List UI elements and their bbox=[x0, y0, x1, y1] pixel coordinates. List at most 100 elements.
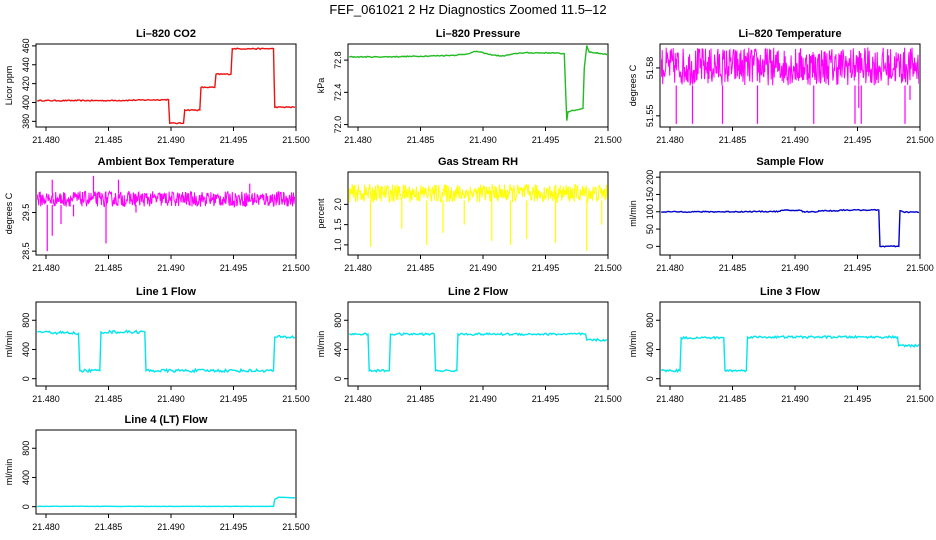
data-series-line bbox=[37, 47, 295, 125]
plot-frame bbox=[347, 301, 609, 387]
x-tick-label: 21.500 bbox=[282, 522, 310, 532]
x-tick-label: 21.485 bbox=[95, 394, 123, 404]
data-band bbox=[661, 47, 919, 86]
x-tick-label: 21.495 bbox=[532, 263, 560, 273]
panel-title: Li–820 CO2 bbox=[136, 28, 196, 40]
x-tick-label: 21.500 bbox=[906, 263, 934, 273]
plot-frame bbox=[35, 171, 297, 256]
y-tick-label: 2.0 bbox=[333, 198, 343, 211]
x-tick-label: 21.495 bbox=[844, 394, 872, 404]
x-tick-label: 21.480 bbox=[344, 263, 372, 273]
x-tick-label: 21.490 bbox=[781, 394, 809, 404]
figure-title: FEF_061021 2 Hz Diagnostics Zoomed 11.5–… bbox=[329, 2, 607, 17]
plot-frame bbox=[35, 301, 297, 387]
panel-title: Sample Flow bbox=[756, 156, 824, 168]
x-tick-label: 21.480 bbox=[344, 394, 372, 404]
x-tick-label: 21.495 bbox=[220, 135, 248, 145]
y-tick-label: 29.5 bbox=[21, 204, 31, 222]
y-axis-label: degrees C bbox=[628, 64, 638, 106]
x-tick-label: 21.485 bbox=[407, 394, 435, 404]
plot-frame bbox=[347, 171, 609, 256]
x-tick-label: 21.500 bbox=[282, 263, 310, 273]
plot-frame bbox=[659, 171, 921, 256]
y-tick-label: 51.58 bbox=[645, 57, 655, 80]
x-tick-label: 21.480 bbox=[656, 135, 684, 145]
y-tick-label: 200 bbox=[645, 170, 655, 185]
y-tick-label: 460 bbox=[21, 38, 31, 53]
y-tick-label: 1.0 bbox=[333, 239, 343, 252]
y-axis-label: ml/min bbox=[4, 459, 14, 486]
y-axis-label: ml/min bbox=[628, 200, 638, 227]
x-tick-label: 21.490 bbox=[157, 135, 185, 145]
y-tick-label: 380 bbox=[21, 114, 31, 129]
y-tick-label: 51.55 bbox=[645, 105, 655, 128]
y-tick-label: 0 bbox=[645, 244, 655, 249]
data-series-line bbox=[661, 208, 919, 248]
y-tick-label: 800 bbox=[645, 313, 655, 328]
panel-title: Line 2 Flow bbox=[448, 286, 508, 298]
y-axis-label: ml/min bbox=[4, 331, 14, 358]
y-tick-label: 50 bbox=[645, 224, 655, 234]
plot-frame bbox=[659, 301, 921, 387]
x-tick-label: 21.480 bbox=[344, 135, 372, 145]
y-tick-label: 0 bbox=[21, 504, 31, 509]
x-tick-label: 21.490 bbox=[157, 522, 185, 532]
data-series-line bbox=[661, 334, 919, 374]
x-tick-label: 21.485 bbox=[719, 394, 747, 404]
x-tick-label: 21.480 bbox=[656, 394, 684, 404]
x-tick-label: 21.500 bbox=[594, 135, 622, 145]
y-axis-label: kPa bbox=[316, 78, 326, 94]
x-tick-label: 21.490 bbox=[469, 135, 497, 145]
y-tick-label: 400 bbox=[21, 470, 31, 485]
y-axis-label: ml/min bbox=[628, 331, 638, 358]
x-tick-label: 21.500 bbox=[282, 135, 310, 145]
x-tick-label: 21.485 bbox=[407, 263, 435, 273]
y-tick-label: 800 bbox=[333, 313, 343, 328]
x-tick-label: 21.485 bbox=[95, 135, 123, 145]
data-band bbox=[349, 183, 607, 204]
y-tick-label: 400 bbox=[333, 342, 343, 357]
x-tick-label: 21.490 bbox=[157, 263, 185, 273]
panel-title: Gas Stream RH bbox=[438, 156, 518, 168]
y-tick-label: 72.8 bbox=[333, 51, 343, 69]
y-tick-label: 440 bbox=[21, 57, 31, 72]
y-tick-label: 150 bbox=[645, 187, 655, 202]
x-tick-label: 21.490 bbox=[469, 263, 497, 273]
data-series-line bbox=[349, 331, 607, 373]
y-tick-label: 72.0 bbox=[333, 116, 343, 134]
panel-title: Line 1 Flow bbox=[136, 286, 196, 298]
x-tick-label: 21.495 bbox=[532, 394, 560, 404]
y-tick-label: 0 bbox=[21, 376, 31, 381]
y-axis-label: Licor ppm bbox=[4, 66, 14, 106]
x-tick-label: 21.500 bbox=[906, 394, 934, 404]
x-tick-label: 21.485 bbox=[95, 522, 123, 532]
y-axis-label: degrees C bbox=[4, 192, 14, 234]
x-tick-label: 21.500 bbox=[282, 394, 310, 404]
x-tick-label: 21.490 bbox=[781, 135, 809, 145]
y-tick-label: 400 bbox=[21, 95, 31, 110]
x-tick-label: 21.485 bbox=[719, 135, 747, 145]
x-tick-label: 21.480 bbox=[32, 263, 60, 273]
data-series-line bbox=[349, 45, 607, 121]
x-tick-label: 21.495 bbox=[220, 263, 248, 273]
y-tick-label: 800 bbox=[21, 313, 31, 328]
data-series-line bbox=[37, 329, 295, 374]
x-tick-label: 21.480 bbox=[32, 394, 60, 404]
y-axis-label: percent bbox=[316, 198, 326, 229]
y-tick-label: 1.5 bbox=[333, 218, 343, 231]
x-tick-label: 21.490 bbox=[781, 263, 809, 273]
x-tick-label: 21.480 bbox=[32, 522, 60, 532]
y-tick-label: 400 bbox=[21, 342, 31, 357]
x-tick-label: 21.495 bbox=[532, 135, 560, 145]
plot-frame bbox=[659, 43, 921, 128]
panel-title: Li–820 Temperature bbox=[738, 28, 841, 40]
y-tick-label: 420 bbox=[21, 76, 31, 91]
y-tick-label: 0 bbox=[645, 376, 655, 381]
x-tick-label: 21.500 bbox=[906, 135, 934, 145]
x-tick-label: 21.480 bbox=[656, 263, 684, 273]
x-tick-label: 21.485 bbox=[407, 135, 435, 145]
plot-frame bbox=[347, 43, 609, 128]
x-tick-label: 21.485 bbox=[719, 263, 747, 273]
y-tick-label: 100 bbox=[645, 204, 655, 219]
